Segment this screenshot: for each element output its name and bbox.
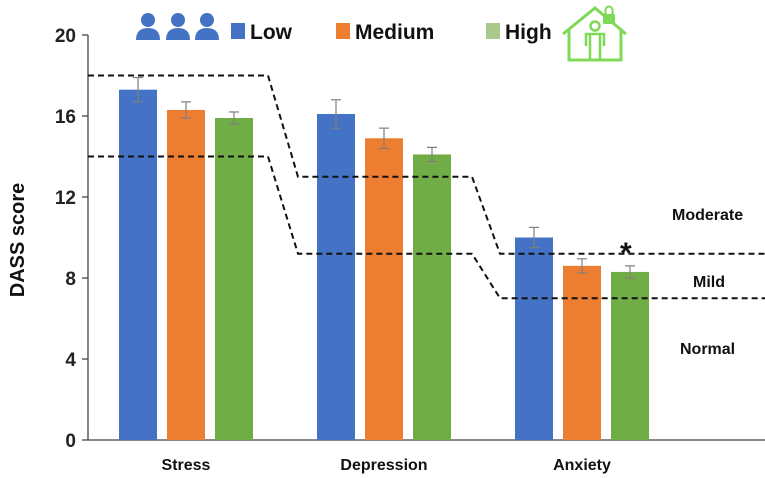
legend-swatch-high bbox=[486, 23, 500, 39]
zone-label-normal: Normal bbox=[680, 341, 735, 358]
bar-medium-stress bbox=[167, 109, 205, 441]
bar-high-depression bbox=[413, 154, 451, 440]
bar-low-depression bbox=[317, 113, 355, 440]
bar-medium-anxiety bbox=[563, 265, 601, 440]
x-tick-label-anxiety: Anxiety bbox=[553, 457, 611, 474]
legend-label-medium: Medium bbox=[355, 21, 434, 44]
house-person-lock-icon bbox=[562, 5, 627, 62]
zone-label-mild: Mild bbox=[693, 274, 725, 291]
y-tick-label: 8 bbox=[65, 269, 76, 290]
people-icon bbox=[136, 13, 219, 40]
x-tick-label-stress: Stress bbox=[162, 457, 211, 474]
bar-high-stress bbox=[215, 118, 253, 441]
threshold-line-lower bbox=[88, 155, 765, 300]
lock-shackle bbox=[604, 5, 614, 14]
bar-medium-depression bbox=[365, 138, 403, 440]
x-tick-label-depression: Depression bbox=[340, 457, 427, 474]
zone-label-moderate: Moderate bbox=[672, 207, 743, 224]
person-head bbox=[171, 13, 185, 27]
person-body bbox=[136, 28, 160, 40]
bar-low-stress bbox=[119, 89, 157, 441]
significance-marker: * bbox=[620, 237, 632, 270]
lock-body bbox=[603, 14, 615, 24]
bar-low-anxiety bbox=[515, 237, 553, 440]
legend-swatch-low bbox=[231, 23, 245, 39]
y-tick-label: 20 bbox=[55, 26, 76, 47]
legend-label-low: Low bbox=[250, 21, 293, 44]
person-head bbox=[141, 13, 155, 27]
legend-label-high: High bbox=[505, 21, 552, 44]
person-body bbox=[584, 32, 606, 59]
y-tick-label: 0 bbox=[65, 431, 76, 452]
person-head bbox=[589, 20, 601, 32]
y-tick-label: 16 bbox=[55, 107, 76, 128]
threshold-line-upper bbox=[88, 74, 765, 255]
legend: Low Medium High bbox=[136, 5, 627, 62]
y-tick-label: 12 bbox=[55, 188, 76, 209]
house-walls bbox=[567, 30, 623, 62]
plot-area: 0 4 8 12 16 20 Stress Depression Anxiety bbox=[55, 26, 765, 474]
legend-swatch-medium bbox=[336, 23, 350, 39]
person-body bbox=[195, 28, 219, 40]
person-head bbox=[200, 13, 214, 27]
y-tick-label: 4 bbox=[65, 350, 76, 371]
house-roof bbox=[562, 6, 627, 36]
person-body bbox=[166, 28, 190, 40]
bar-high-anxiety bbox=[611, 271, 649, 440]
y-axis-label: DASS score bbox=[7, 183, 29, 298]
